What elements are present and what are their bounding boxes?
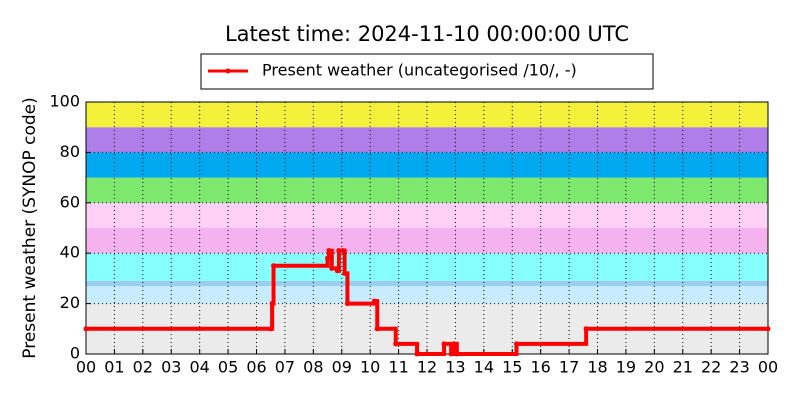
data-point [583,326,589,332]
x-tick-label: 18 [587,358,607,377]
band [86,280,768,286]
y-tick-label: 0 [70,344,80,363]
ticks: 0 20 40 60 80 100 00 01 02 03 04 05 06 07 08 09 10 11 12 13… [49,92,778,377]
data-point [393,341,399,347]
x-tick-label: 08 [303,358,323,377]
data-point [269,301,275,307]
x-tick-label: 21 [673,358,693,377]
x-tick-label: 10 [360,358,380,377]
y-axis-label: Present weather (SYNOP code) [20,97,40,358]
y-tick-label: 20 [60,293,80,312]
band [86,152,768,178]
x-tick-label: 07 [275,358,295,377]
chart-title: Latest time: 2024-11-10 00:00:00 UTC [225,22,629,46]
x-tick-label: 19 [616,358,636,377]
x-tick-label: 17 [559,358,579,377]
data-point [336,248,342,254]
band [86,127,768,153]
data-point [326,248,332,254]
x-tick-label: 14 [474,358,494,377]
data-point [342,270,348,276]
data-point [454,351,460,357]
data-point [344,301,350,307]
data-point [268,326,274,332]
x-tick-label: 01 [104,358,124,377]
x-tick-label: 15 [502,358,522,377]
band [86,253,768,281]
x-tick-label: 20 [644,358,664,377]
data-point [371,298,377,304]
data-point [765,326,771,332]
x-tick-label: 05 [218,358,238,377]
band [86,228,768,254]
x-tick-label: 23 [729,358,749,377]
y-tick-label: 60 [60,192,80,211]
legend-box [200,53,654,90]
data-point [374,326,380,332]
data-point [514,341,520,347]
x-tick-label: 02 [133,358,153,377]
x-tick-label: 06 [246,358,266,377]
legend-marker [225,68,231,74]
y-tick-label: 40 [60,243,80,262]
bands [86,102,768,354]
x-tick-label: 04 [189,358,209,377]
data-point [334,268,340,274]
data-point [340,248,346,254]
x-tick-label: 03 [161,358,181,377]
x-tick-label: 16 [530,358,550,377]
x-tick-label: 13 [445,358,465,377]
legend: Present weather (uncategorised /10/, -) [200,53,654,90]
data-point [325,255,331,261]
data-point [448,351,454,357]
x-tick-label: 12 [417,358,437,377]
x-tick-label: 00 [76,358,96,377]
data-point [414,351,420,357]
data-point [83,326,89,332]
data-point [271,263,277,269]
data-point [441,341,447,347]
x-tick-label: 22 [701,358,721,377]
data-point [329,265,335,271]
data-point [451,341,457,347]
x-tick-label: 11 [388,358,408,377]
x-tick-label: 09 [332,358,352,377]
x-tick-label: 00 [758,358,778,377]
legend-label: Present weather (uncategorised /10/, -) [262,61,577,80]
series [83,248,771,357]
y-tick-label: 100 [49,92,80,111]
y-tick-label: 80 [60,142,80,161]
